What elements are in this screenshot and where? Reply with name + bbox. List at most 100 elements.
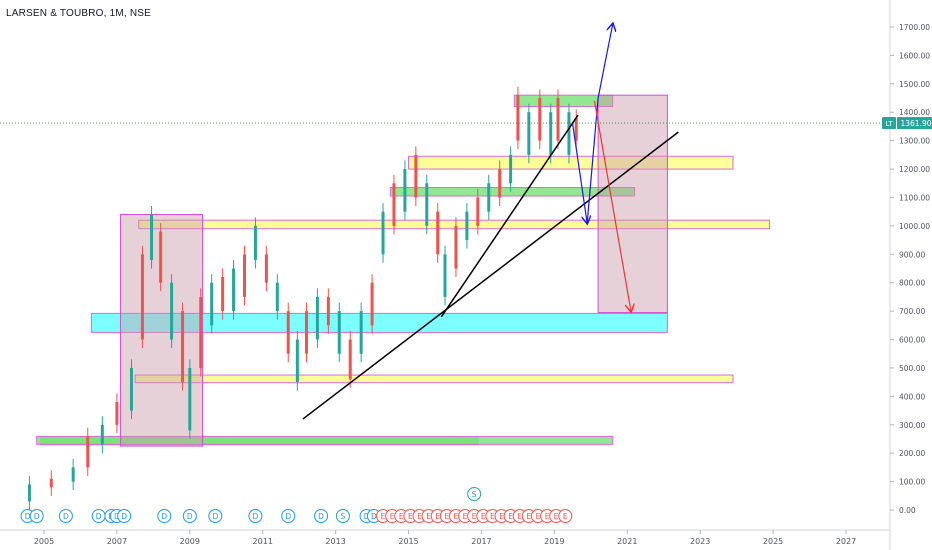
trendline xyxy=(302,131,679,420)
projection-arrow xyxy=(571,123,588,223)
earnings-marker-label: E xyxy=(390,512,395,521)
candle-body xyxy=(556,98,560,141)
candle-body xyxy=(49,478,53,488)
y-tick-label: 1000.00 xyxy=(899,222,930,231)
projection-arrow xyxy=(597,24,613,99)
candle-body xyxy=(425,183,429,226)
candle-body xyxy=(253,225,257,260)
y-tick-label: 0.00 xyxy=(899,506,916,515)
y-tick-label: 600.00 xyxy=(899,336,925,345)
earnings-marker-label: E xyxy=(481,512,486,521)
split-marker[interactable] xyxy=(335,509,350,523)
candle-body xyxy=(221,277,225,312)
x-tick-label: 2027 xyxy=(836,537,856,546)
candle-body xyxy=(140,254,144,340)
earnings-marker-label: E xyxy=(499,512,504,521)
candle-body xyxy=(516,95,520,141)
dividend-marker[interactable] xyxy=(29,509,44,523)
candle-body xyxy=(264,254,268,283)
zone-rect xyxy=(134,374,734,384)
y-tick-label: 500.00 xyxy=(899,364,925,373)
dividend-marker[interactable] xyxy=(157,509,172,523)
candle-body xyxy=(370,282,374,326)
candle-body xyxy=(567,112,571,155)
dividend-marker[interactable] xyxy=(281,509,296,523)
y-tick-label: 1200.00 xyxy=(899,165,930,174)
y-tick-label: 1500.00 xyxy=(899,80,930,89)
candle-body xyxy=(150,214,154,260)
dividend-marker-label: D xyxy=(364,512,370,521)
earnings-marker-label: E xyxy=(472,512,477,521)
dividend-marker[interactable] xyxy=(248,509,263,523)
dividend-marker-label: D xyxy=(161,512,167,521)
candle-body xyxy=(392,183,396,226)
dividend-marker-label: D xyxy=(318,512,324,521)
dividend-marker-label: D xyxy=(187,512,193,521)
y-tick-label: 300.00 xyxy=(899,421,925,430)
range-box xyxy=(597,94,668,314)
candle-body xyxy=(348,339,352,380)
split-marker[interactable] xyxy=(467,487,482,501)
dividend-marker[interactable] xyxy=(208,509,223,523)
candle-body xyxy=(170,282,174,340)
candle-body xyxy=(476,197,480,226)
x-tick-label: 2019 xyxy=(544,537,564,546)
candle-body xyxy=(129,367,133,411)
symbol-label: LT xyxy=(885,120,893,128)
dividend-marker-label: D xyxy=(63,512,69,521)
candle-body xyxy=(295,339,299,383)
dividend-marker-label: D xyxy=(253,512,259,521)
dividend-marker[interactable] xyxy=(58,509,73,523)
y-tick-label: 900.00 xyxy=(899,250,925,259)
dividend-marker[interactable] xyxy=(182,509,197,523)
earnings-marker-label: E xyxy=(381,512,386,521)
candle-body xyxy=(538,98,542,141)
candle-body xyxy=(275,282,279,312)
candle-body xyxy=(436,211,440,255)
y-tick-label: 200.00 xyxy=(899,449,925,458)
x-tick-label: 2015 xyxy=(398,537,418,546)
projection-arrow xyxy=(586,97,599,224)
dividend-marker[interactable] xyxy=(314,509,329,523)
candle-body xyxy=(181,311,185,383)
candle-body xyxy=(159,231,163,283)
earnings-marker-label: E xyxy=(536,512,541,521)
zone-rect xyxy=(90,312,668,333)
zone-rect xyxy=(138,219,770,230)
y-tick-label: 1300.00 xyxy=(899,137,930,146)
x-tick-label: 2023 xyxy=(690,537,710,546)
x-tick-label: 2005 xyxy=(34,537,54,546)
x-tick-label: 2017 xyxy=(471,537,491,546)
candle-body xyxy=(27,484,31,502)
y-tick-label: 800.00 xyxy=(899,279,925,288)
candle-body xyxy=(465,211,469,241)
candle-body xyxy=(286,311,290,354)
candle-body xyxy=(337,311,341,354)
x-tick-label: 2009 xyxy=(180,537,200,546)
earnings-marker-label: E xyxy=(444,512,449,521)
price-badge xyxy=(897,117,932,130)
earnings-marker[interactable] xyxy=(558,509,573,523)
dividend-marker-label: D xyxy=(212,512,218,521)
candle-body xyxy=(304,311,308,354)
dividend-marker-label: D xyxy=(34,512,40,521)
candle-body xyxy=(527,112,531,155)
earnings-marker-label: E xyxy=(399,512,404,521)
candle-body xyxy=(326,296,330,326)
zone-rect xyxy=(513,94,614,108)
y-tick-label: 100.00 xyxy=(899,478,925,487)
earnings-marker-label: E xyxy=(545,512,550,521)
dividend-marker-label: D xyxy=(96,512,102,521)
x-tick-label: 2021 xyxy=(617,537,637,546)
projection-arrow xyxy=(593,100,630,311)
candle-body xyxy=(381,211,385,255)
earnings-marker-label: E xyxy=(417,512,422,521)
dividend-marker[interactable] xyxy=(117,509,132,523)
candle-body xyxy=(115,402,119,425)
earnings-marker-label: E xyxy=(563,512,568,521)
y-tick-label: 700.00 xyxy=(899,307,925,316)
zone-rect xyxy=(36,435,614,445)
candle-body xyxy=(232,268,236,312)
dividend-marker-label: D xyxy=(25,512,31,521)
